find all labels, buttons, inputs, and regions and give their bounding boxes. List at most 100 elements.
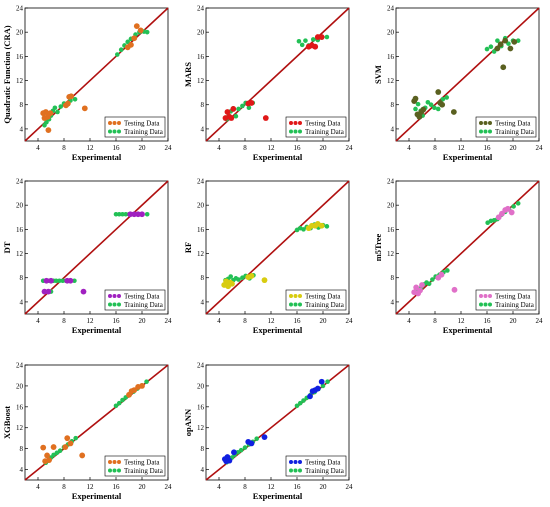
identity-line (205, 180, 350, 315)
y-tick-label: 16 (16, 226, 24, 234)
legend-marker (479, 294, 483, 298)
legend-marker (483, 302, 488, 307)
training-point (238, 447, 244, 453)
legend-marker (293, 121, 298, 125)
training-point (57, 448, 63, 454)
testing-point (262, 115, 269, 121)
x-tick-label: 12 (458, 317, 466, 325)
y-tick-label: 8 (391, 274, 395, 282)
y-tick-label: 8 (201, 274, 205, 282)
x-tick-label: 4 (217, 317, 221, 325)
testing-point (231, 449, 237, 456)
testing-point (64, 435, 71, 442)
y-tick-label: 4 (20, 466, 24, 474)
x-tick-label: 4 (217, 483, 221, 491)
plot-frame (395, 180, 540, 315)
training-point (254, 436, 259, 442)
plot-frame (24, 364, 169, 481)
x-tick-label: 16 (113, 144, 121, 152)
x-tick-label: 20 (320, 144, 328, 152)
training-point (115, 52, 120, 57)
legend-marker (479, 302, 483, 307)
x-tick-label: 8 (433, 144, 437, 152)
x-tick-label: 16 (484, 144, 492, 152)
testing-point (450, 109, 457, 115)
legend-marker (298, 460, 302, 464)
y-tick-label: 12 (16, 77, 24, 85)
training-point (246, 105, 252, 111)
y-tick-label: 8 (20, 101, 24, 109)
y-tick-label: 24 (387, 178, 395, 186)
x-tick-label: 12 (87, 483, 95, 491)
legend-marker (117, 468, 121, 473)
testing-point (419, 282, 425, 288)
testing-point (261, 434, 268, 441)
legend-marker (298, 468, 302, 473)
testing-point (248, 440, 255, 447)
y-tick-label: 4 (20, 298, 24, 306)
legend-marker (117, 302, 121, 307)
y-tick-label: 8 (201, 101, 205, 109)
plot-frame (205, 180, 350, 315)
x-tick-label: 16 (484, 317, 492, 325)
testing-point (131, 387, 138, 393)
training-point (123, 211, 129, 217)
testing-point (438, 271, 445, 278)
y-tick-label: 20 (197, 29, 205, 37)
y-axis-label: DT (2, 241, 12, 253)
training-point (58, 104, 64, 109)
legend-label: Training Data (305, 467, 345, 475)
training-point (144, 379, 149, 385)
testing-point (314, 385, 321, 392)
legend-label: Training Data (124, 128, 164, 136)
x-tick-label: 8 (243, 144, 247, 152)
training-point (413, 106, 418, 112)
training-point (73, 435, 78, 441)
legend-label: Testing Data (305, 120, 341, 128)
testing-point (42, 109, 49, 115)
training-point (495, 38, 500, 43)
testing-point (137, 27, 144, 34)
testing-point (139, 383, 145, 389)
testing-point (45, 288, 52, 295)
legend-marker (289, 460, 293, 464)
training-point (242, 445, 248, 450)
training-point (301, 227, 306, 232)
y-tick-label: 12 (197, 424, 205, 432)
x-axis-label: Experimental (72, 491, 122, 501)
x-tick-label: 16 (113, 483, 121, 491)
legend-marker (112, 468, 117, 473)
training-point (118, 47, 124, 53)
legend-marker (112, 129, 117, 134)
legend-marker (112, 294, 117, 298)
training-point (52, 105, 58, 111)
x-tick-label: 20 (139, 144, 147, 152)
x-tick-label: 8 (62, 144, 66, 152)
testing-point (417, 287, 423, 294)
legend-marker (483, 129, 488, 134)
training-point (144, 29, 150, 35)
legend-marker (488, 121, 492, 125)
x-tick-label: 12 (268, 317, 276, 325)
testing-point (416, 113, 423, 120)
training-point (299, 42, 305, 48)
legend-label: Testing Data (305, 459, 341, 467)
testing-point (435, 89, 442, 95)
training-point (113, 403, 119, 409)
legend-marker (289, 121, 293, 125)
y-tick-label: 8 (201, 445, 205, 453)
plot-frame (24, 7, 169, 142)
testing-point (48, 277, 54, 284)
y-tick-label: 12 (387, 250, 395, 258)
x-tick-label: 20 (139, 317, 147, 325)
x-axis-label: Experimental (72, 325, 122, 335)
training-point (325, 379, 330, 385)
legend-marker (488, 294, 492, 298)
y-tick-label: 24 (16, 178, 24, 186)
x-axis-label: Experimental (253, 491, 303, 501)
training-point (430, 277, 435, 282)
x-tick-label: 12 (268, 483, 276, 491)
training-point (445, 268, 450, 273)
training-point (53, 278, 59, 284)
legend-label: Testing Data (305, 293, 341, 301)
